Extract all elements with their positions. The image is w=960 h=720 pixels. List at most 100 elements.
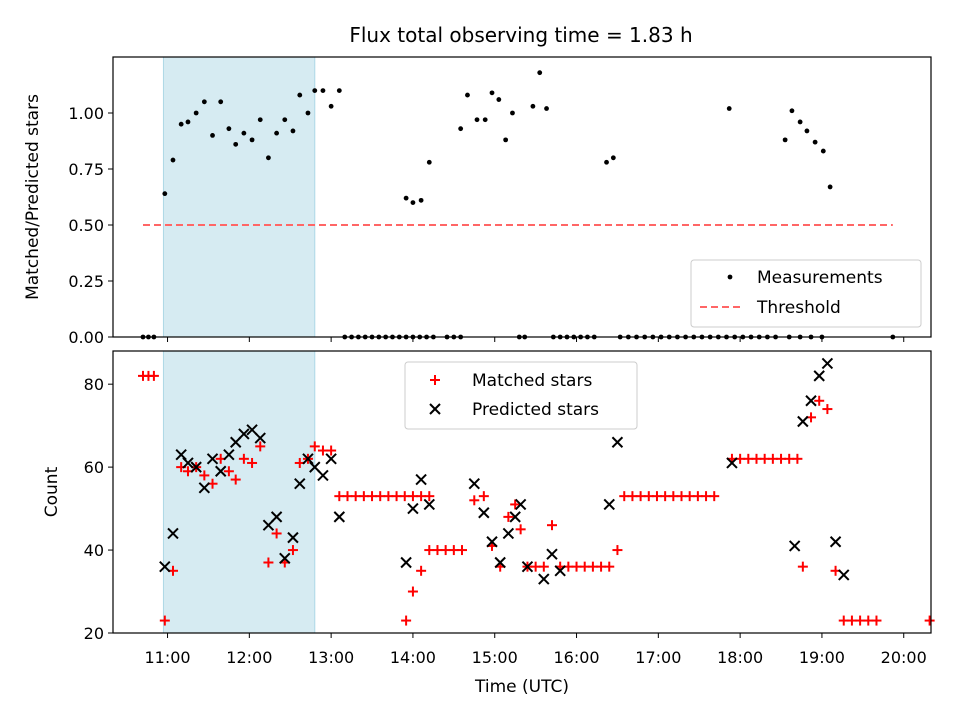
x-stroke bbox=[407, 502, 419, 515]
predicted-point bbox=[159, 560, 171, 573]
predicted-point bbox=[287, 531, 299, 544]
x-stroke bbox=[167, 527, 179, 540]
matched-point bbox=[612, 545, 623, 556]
x-stroke bbox=[317, 469, 329, 482]
predicted-point bbox=[486, 536, 498, 548]
predicted-point bbox=[821, 357, 834, 370]
matched-point bbox=[457, 545, 468, 556]
x-stroke bbox=[302, 453, 314, 465]
predicted-point bbox=[611, 436, 624, 448]
measurement-point bbox=[218, 99, 224, 105]
measurement-point bbox=[474, 117, 480, 123]
measurement-point bbox=[178, 121, 184, 127]
measurement-point bbox=[544, 106, 549, 111]
measurement-point bbox=[503, 137, 509, 143]
predicted-point bbox=[325, 453, 337, 465]
legend-box bbox=[690, 259, 922, 328]
legend-label-threshold: Threshold bbox=[756, 298, 841, 318]
y-tick-label: 20 bbox=[84, 624, 104, 643]
predicted-point bbox=[538, 573, 550, 585]
predicted-point bbox=[279, 552, 291, 565]
x-stroke bbox=[478, 507, 490, 519]
measurement-point bbox=[162, 191, 168, 197]
x-stroke bbox=[788, 540, 801, 552]
measurement-point bbox=[812, 139, 818, 145]
measurement-point bbox=[328, 103, 334, 109]
matched-point bbox=[478, 491, 489, 502]
predicted-point bbox=[190, 461, 202, 473]
measurement-point bbox=[320, 88, 326, 93]
x-stroke bbox=[214, 465, 227, 477]
predicted-point bbox=[407, 502, 419, 515]
x-stroke bbox=[423, 498, 436, 511]
matched-point bbox=[515, 524, 526, 535]
predicted-point bbox=[838, 569, 850, 581]
predicted-point bbox=[423, 498, 436, 511]
predicted-point bbox=[333, 511, 346, 523]
matched-point bbox=[223, 466, 234, 477]
x-stroke bbox=[175, 448, 187, 461]
matched-point bbox=[271, 528, 282, 539]
measurement-point bbox=[282, 117, 288, 123]
y-axis-ticks: 0.00 0.25 0.50 0.75 1.00 bbox=[68, 104, 113, 347]
measurement-point bbox=[193, 110, 199, 116]
x-stroke bbox=[159, 560, 171, 573]
y-tick-label: 60 bbox=[84, 458, 104, 477]
x-stroke bbox=[829, 536, 842, 548]
measurement-point bbox=[827, 184, 833, 190]
measurement-point bbox=[510, 110, 515, 116]
x-stroke bbox=[246, 424, 258, 436]
measurement-point bbox=[226, 126, 232, 132]
measurement-point bbox=[537, 70, 543, 76]
legend: Measurements Threshold bbox=[690, 259, 922, 328]
measurement-point bbox=[804, 128, 810, 134]
predicted-point bbox=[726, 457, 738, 469]
measurement-point bbox=[465, 92, 470, 98]
predicted-point bbox=[223, 448, 235, 461]
predicted-point bbox=[509, 511, 521, 523]
matched-point bbox=[924, 615, 935, 626]
x-tick-label: 16:00 bbox=[553, 648, 599, 667]
measurement-point bbox=[170, 157, 176, 163]
x-stroke bbox=[813, 370, 825, 382]
x-tick-label: 14:00 bbox=[390, 648, 436, 667]
measurement-point bbox=[403, 195, 409, 201]
x-stroke bbox=[486, 536, 498, 548]
x-axis-label: Time (UTC) bbox=[474, 677, 569, 697]
matched-point bbox=[401, 615, 412, 626]
matched-point bbox=[604, 561, 615, 572]
predicted-point bbox=[214, 465, 227, 477]
x-tick-label: 17:00 bbox=[635, 648, 681, 667]
measurement-point bbox=[797, 119, 803, 125]
matched-point bbox=[709, 491, 720, 502]
matched-point bbox=[230, 474, 241, 485]
x-stroke bbox=[726, 457, 738, 469]
matched-point bbox=[416, 565, 427, 576]
x-stroke bbox=[502, 527, 515, 540]
y-tick-label: 0.75 bbox=[68, 160, 104, 179]
predicted-point bbox=[206, 453, 219, 465]
y-axis-label: Count bbox=[42, 466, 62, 517]
predicted-points bbox=[159, 357, 850, 585]
measurement-point bbox=[233, 141, 239, 147]
x-tick-label: 19:00 bbox=[799, 648, 845, 667]
x-stroke bbox=[429, 403, 441, 415]
measurement-point bbox=[604, 159, 609, 165]
predicted-point bbox=[829, 536, 842, 548]
measurement-point bbox=[496, 97, 502, 102]
matched-point bbox=[538, 561, 549, 572]
y-tick-label: 0.00 bbox=[68, 328, 104, 347]
x-stroke bbox=[538, 573, 550, 585]
legend-marker-predicted bbox=[429, 403, 441, 415]
x-stroke bbox=[611, 436, 624, 448]
matched-point bbox=[255, 441, 266, 452]
predicted-point bbox=[167, 527, 179, 540]
matched-point bbox=[792, 453, 803, 464]
matched-points bbox=[137, 370, 935, 626]
measurement-point bbox=[297, 92, 303, 98]
x-stroke bbox=[270, 511, 283, 523]
measurement-point bbox=[482, 117, 488, 123]
predicted-point bbox=[294, 477, 306, 490]
matched-point bbox=[326, 445, 337, 456]
